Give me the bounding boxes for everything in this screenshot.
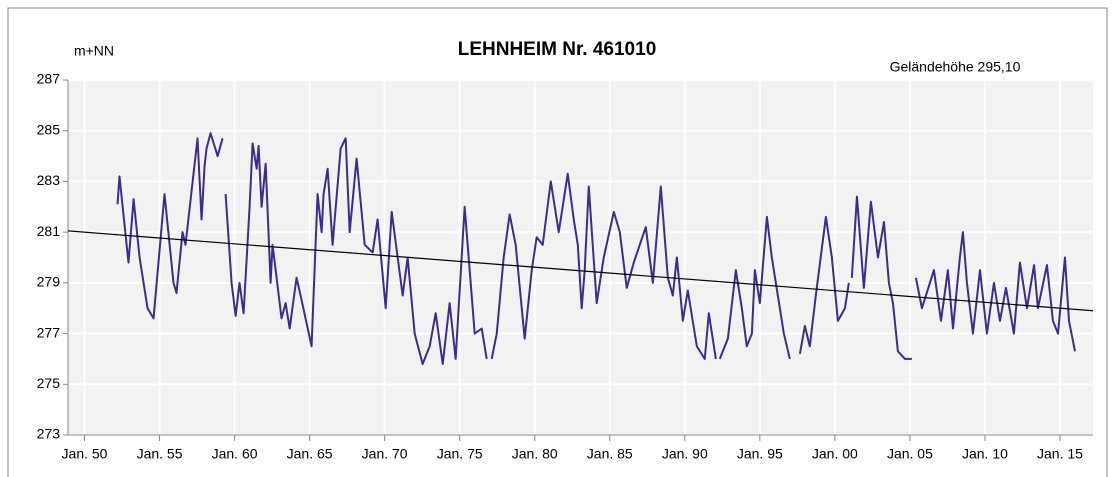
y-tick-label: 277	[37, 324, 61, 340]
x-tick-label: Jan. 00	[812, 446, 858, 462]
y-tick-label: 279	[37, 274, 61, 290]
y-axis-label: m+NN	[74, 43, 114, 59]
x-tick-label: Jan. 15	[1037, 446, 1083, 462]
x-tick-label: Jan. 95	[737, 446, 783, 462]
x-tick-label: Jan. 65	[287, 446, 333, 462]
series-line	[116, 132, 1076, 365]
x-tick-label: Jan. 10	[962, 446, 1008, 462]
y-tick-label: 283	[37, 172, 61, 188]
x-tick-label: Jan. 50	[62, 446, 108, 462]
plot-area	[68, 80, 1093, 435]
y-tick-label: 273	[37, 426, 61, 442]
y-tick-label: 285	[37, 121, 61, 137]
chart-title: LEHNHEIM Nr. 461010	[458, 39, 657, 60]
y-tick-label: 275	[37, 375, 61, 391]
x-tick-label: Jan. 70	[362, 446, 408, 462]
y-tick-label: 281	[37, 223, 61, 239]
annotation: Geländehöhe 295,10	[890, 59, 1021, 75]
y-tick-label: 287	[37, 71, 61, 87]
trend-line	[67, 230, 1094, 312]
x-tick-label: Jan. 90	[662, 446, 708, 462]
x-tick-label: Jan. 75	[437, 446, 483, 462]
x-tick-label: Jan. 05	[887, 446, 933, 462]
x-tick-label: Jan. 60	[212, 446, 258, 462]
x-tick-label: Jan. 55	[137, 446, 183, 462]
x-tick-label: Jan. 80	[512, 446, 558, 462]
x-tick-label: Jan. 85	[587, 446, 633, 462]
